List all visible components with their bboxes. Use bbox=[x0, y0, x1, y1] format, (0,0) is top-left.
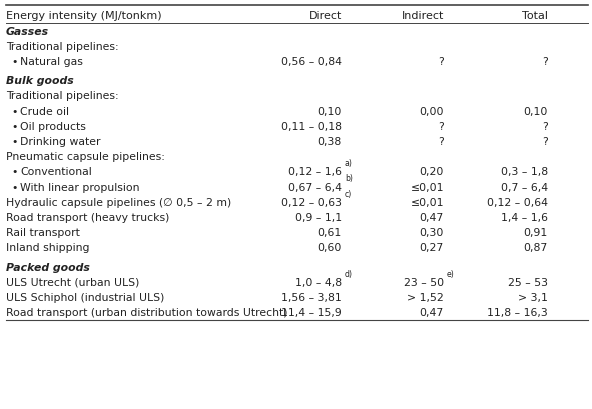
Text: a): a) bbox=[345, 159, 353, 168]
Text: Bulk goods: Bulk goods bbox=[6, 76, 74, 86]
Text: ?: ? bbox=[542, 57, 548, 67]
Text: > 1,52: > 1,52 bbox=[407, 292, 444, 302]
Text: Drinking water: Drinking water bbox=[20, 137, 101, 147]
Text: Crude oil: Crude oil bbox=[20, 106, 69, 116]
Text: 25 – 53: 25 – 53 bbox=[508, 277, 548, 287]
Text: Road transport (heavy trucks): Road transport (heavy trucks) bbox=[6, 213, 169, 222]
Text: Rail transport: Rail transport bbox=[6, 228, 80, 238]
Text: 1,56 – 3,81: 1,56 – 3,81 bbox=[281, 292, 342, 302]
Text: Road transport (urban distribution towards Utrecht): Road transport (urban distribution towar… bbox=[6, 308, 288, 317]
Text: 11,8 – 16,3: 11,8 – 16,3 bbox=[487, 308, 548, 317]
Text: 0,67 – 6,4: 0,67 – 6,4 bbox=[288, 182, 342, 192]
Text: 0,60: 0,60 bbox=[318, 243, 342, 253]
Text: 0,47: 0,47 bbox=[420, 213, 444, 222]
Text: Energy intensity (MJ/tonkm): Energy intensity (MJ/tonkm) bbox=[6, 11, 162, 21]
Text: 0,38: 0,38 bbox=[318, 137, 342, 147]
Text: 0,56 – 0,84: 0,56 – 0,84 bbox=[281, 57, 342, 67]
Text: 0,7 – 6,4: 0,7 – 6,4 bbox=[501, 182, 548, 192]
Text: ?: ? bbox=[542, 137, 548, 147]
Text: Total: Total bbox=[522, 11, 548, 21]
Text: •: • bbox=[11, 121, 17, 131]
Text: 23 – 50: 23 – 50 bbox=[404, 277, 444, 287]
Text: 0,10: 0,10 bbox=[318, 106, 342, 116]
Text: 1,4 – 1,6: 1,4 – 1,6 bbox=[501, 213, 548, 222]
Text: •: • bbox=[11, 137, 17, 147]
Text: 0,47: 0,47 bbox=[420, 308, 444, 317]
Text: > 3,1: > 3,1 bbox=[518, 292, 548, 302]
Text: 0,12 – 0,63: 0,12 – 0,63 bbox=[281, 197, 342, 207]
Text: Packed goods: Packed goods bbox=[6, 262, 90, 272]
Text: 0,91: 0,91 bbox=[524, 228, 548, 238]
Text: 0,12 – 1,6: 0,12 – 1,6 bbox=[288, 167, 342, 177]
Text: Pneumatic capsule pipelines:: Pneumatic capsule pipelines: bbox=[6, 152, 165, 162]
Text: •: • bbox=[11, 167, 17, 177]
Text: 0,87: 0,87 bbox=[524, 243, 548, 253]
Text: c): c) bbox=[345, 189, 352, 198]
Text: ?: ? bbox=[438, 57, 444, 67]
Text: ?: ? bbox=[542, 121, 548, 131]
Text: 0,9 – 1,1: 0,9 – 1,1 bbox=[295, 213, 342, 222]
Text: Direct: Direct bbox=[308, 11, 342, 21]
Text: 0,30: 0,30 bbox=[420, 228, 444, 238]
Text: Traditional pipelines:: Traditional pipelines: bbox=[6, 42, 118, 52]
Text: With linear propulsion: With linear propulsion bbox=[20, 182, 140, 192]
Text: •: • bbox=[11, 57, 17, 67]
Text: Inland shipping: Inland shipping bbox=[6, 243, 89, 253]
Text: 0,00: 0,00 bbox=[420, 106, 444, 116]
Text: e): e) bbox=[447, 269, 455, 278]
Text: 0,61: 0,61 bbox=[318, 228, 342, 238]
Text: 1,0 – 4,8: 1,0 – 4,8 bbox=[295, 277, 342, 287]
Text: 0,27: 0,27 bbox=[420, 243, 444, 253]
Text: ≤0,01: ≤0,01 bbox=[410, 197, 444, 207]
Text: d): d) bbox=[345, 269, 353, 278]
Text: Conventional: Conventional bbox=[20, 167, 92, 177]
Text: b): b) bbox=[345, 174, 353, 183]
Text: 0,3 – 1,8: 0,3 – 1,8 bbox=[501, 167, 548, 177]
Text: ?: ? bbox=[438, 121, 444, 131]
Text: •: • bbox=[11, 106, 17, 116]
Text: ≤0,01: ≤0,01 bbox=[410, 182, 444, 192]
Text: Oil products: Oil products bbox=[20, 121, 86, 131]
Text: •: • bbox=[11, 182, 17, 192]
Text: Hydraulic capsule pipelines (∅ 0,5 – 2 m): Hydraulic capsule pipelines (∅ 0,5 – 2 m… bbox=[6, 197, 231, 207]
Text: ULS Utrecht (urban ULS): ULS Utrecht (urban ULS) bbox=[6, 277, 139, 287]
Text: Traditional pipelines:: Traditional pipelines: bbox=[6, 91, 118, 101]
Text: 0,11 – 0,18: 0,11 – 0,18 bbox=[281, 121, 342, 131]
Text: 0,20: 0,20 bbox=[420, 167, 444, 177]
Text: 11,4 – 15,9: 11,4 – 15,9 bbox=[281, 308, 342, 317]
Text: Indirect: Indirect bbox=[401, 11, 444, 21]
Text: ?: ? bbox=[438, 137, 444, 147]
Text: 0,10: 0,10 bbox=[524, 106, 548, 116]
Text: 0,12 – 0,64: 0,12 – 0,64 bbox=[487, 197, 548, 207]
Text: Natural gas: Natural gas bbox=[20, 57, 83, 67]
Text: Gasses: Gasses bbox=[6, 27, 49, 36]
Text: ULS Schiphol (industrial ULS): ULS Schiphol (industrial ULS) bbox=[6, 292, 165, 302]
